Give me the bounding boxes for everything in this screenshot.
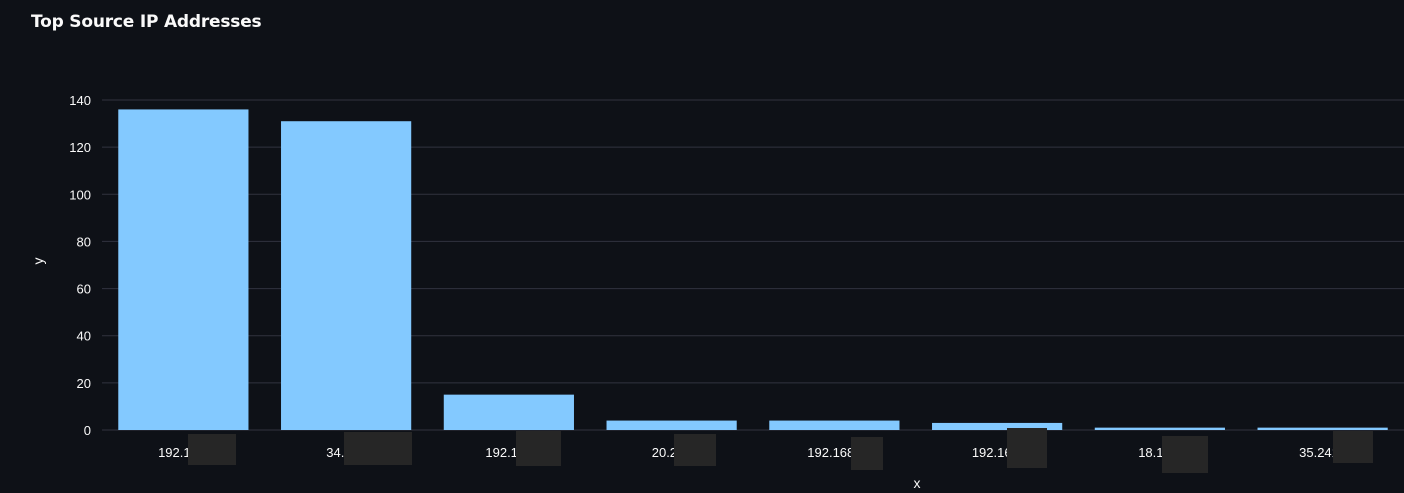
- redaction-block: [1162, 436, 1208, 473]
- redaction-block: [851, 437, 883, 470]
- bar[interactable]: [281, 121, 412, 430]
- bars: [118, 109, 1388, 430]
- redaction-block: [344, 432, 412, 465]
- bar[interactable]: [606, 420, 737, 430]
- y-tick-label: 100: [69, 187, 91, 202]
- y-tick-label: 140: [69, 93, 91, 108]
- y-tick-label: 80: [77, 234, 91, 249]
- y-tick-label: 60: [77, 282, 91, 297]
- x-axis-title: x: [914, 475, 921, 491]
- bar[interactable]: [1094, 427, 1225, 430]
- x-tick-label: 192.168.:: [807, 445, 861, 460]
- bar[interactable]: [118, 109, 249, 430]
- chart-title: Top Source IP Addresses: [31, 12, 262, 32]
- grid-lines: [102, 99, 1404, 431]
- y-tick-label: 40: [77, 329, 91, 344]
- y-tick-label: 0: [84, 423, 91, 438]
- bar[interactable]: [769, 420, 900, 430]
- y-tick-label: 20: [77, 376, 91, 391]
- bar[interactable]: [1257, 427, 1388, 430]
- y-tick-labels: 0 20 40 60 80 100 120 140: [69, 93, 91, 438]
- redaction-block: [1333, 431, 1373, 463]
- bar[interactable]: [932, 422, 1063, 430]
- redaction-block: [1007, 428, 1047, 468]
- redaction-block: [674, 434, 716, 466]
- y-tick-label: 120: [69, 140, 91, 155]
- redaction-block: [516, 431, 561, 466]
- bar[interactable]: [443, 394, 574, 430]
- redaction-block: [188, 434, 236, 465]
- y-axis-title: y: [30, 258, 46, 265]
